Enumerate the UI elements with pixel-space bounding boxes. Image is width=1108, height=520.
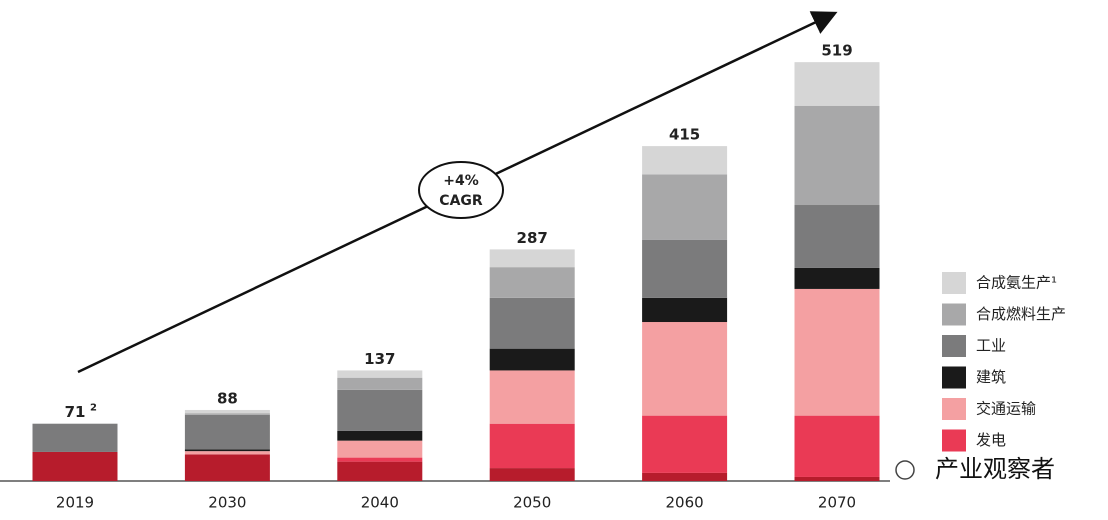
bar-segment bbox=[184, 454, 270, 481]
bar-segment bbox=[794, 476, 880, 481]
bar-segment bbox=[32, 423, 118, 452]
annotation: +4% bbox=[443, 173, 479, 189]
bar-segment bbox=[794, 105, 880, 206]
x-tick-label: 2070 bbox=[818, 494, 856, 512]
bar-segment bbox=[642, 322, 728, 416]
bar-segment bbox=[337, 440, 423, 458]
bar-segment bbox=[642, 415, 728, 473]
x-tick-label: 2040 bbox=[361, 494, 399, 512]
legend-swatch bbox=[942, 303, 966, 326]
legend-label: 合成燃料生产 bbox=[976, 305, 1066, 323]
bar-segment bbox=[184, 449, 270, 452]
legend-label: 工业 bbox=[976, 337, 1006, 355]
total-label: 415 bbox=[669, 126, 700, 144]
bar-segment bbox=[642, 297, 728, 323]
x-tick-label: 2050 bbox=[513, 494, 551, 512]
bar-segment bbox=[642, 174, 728, 240]
legend-label: 建筑 bbox=[976, 368, 1006, 386]
bar-segment bbox=[794, 205, 880, 268]
legend-swatch bbox=[942, 335, 966, 357]
legend-label: 发电 bbox=[976, 431, 1006, 449]
bar-segment bbox=[642, 146, 728, 175]
legend-label: 交通运输 bbox=[976, 400, 1036, 418]
bar-segment bbox=[489, 348, 575, 371]
bar-segment bbox=[794, 267, 880, 289]
legend-swatch bbox=[942, 429, 966, 452]
bar-segment bbox=[32, 451, 118, 481]
legend-swatch bbox=[942, 398, 966, 420]
total-label: 137 bbox=[364, 350, 395, 368]
x-tick-label: 2060 bbox=[666, 494, 704, 512]
bar-segment bbox=[489, 468, 575, 481]
total-label: 519 bbox=[821, 42, 852, 60]
legend-label: 合成氨生产¹ bbox=[976, 274, 1057, 292]
bar-segment bbox=[337, 370, 423, 378]
bar-segment bbox=[489, 249, 575, 268]
bar-segment bbox=[184, 451, 270, 455]
watermark: 产业观察者 bbox=[935, 455, 1055, 483]
total-label: 287 bbox=[517, 229, 548, 247]
bar-segment bbox=[337, 457, 423, 462]
bar-segment bbox=[184, 409, 270, 414]
bar-segment bbox=[337, 430, 423, 441]
bar-segment bbox=[184, 414, 270, 450]
bar-segment bbox=[642, 472, 728, 481]
bar-segment bbox=[489, 267, 575, 298]
total-footnote: 2 bbox=[90, 403, 97, 414]
bar-segment bbox=[642, 239, 728, 298]
x-tick-label: 2030 bbox=[208, 494, 246, 512]
bar-segment bbox=[184, 413, 270, 415]
bar-segment bbox=[337, 377, 423, 390]
total-label: 71 bbox=[65, 403, 86, 421]
bar-segment bbox=[337, 389, 423, 431]
bar-segment bbox=[489, 423, 575, 469]
cagr-ellipse bbox=[418, 161, 504, 219]
legend-swatch bbox=[942, 272, 966, 294]
bar-segment bbox=[489, 297, 575, 349]
watermark-icon bbox=[895, 460, 915, 480]
bar-segment bbox=[489, 370, 575, 424]
bar-segment bbox=[794, 62, 880, 106]
legend-swatch bbox=[942, 366, 966, 389]
annotation: CAGR bbox=[439, 193, 483, 209]
total-label: 88 bbox=[217, 389, 238, 407]
x-tick-label: 2019 bbox=[56, 494, 94, 512]
bar-segment bbox=[337, 461, 423, 481]
bar-segment bbox=[794, 415, 880, 477]
bar-segment bbox=[794, 288, 880, 416]
